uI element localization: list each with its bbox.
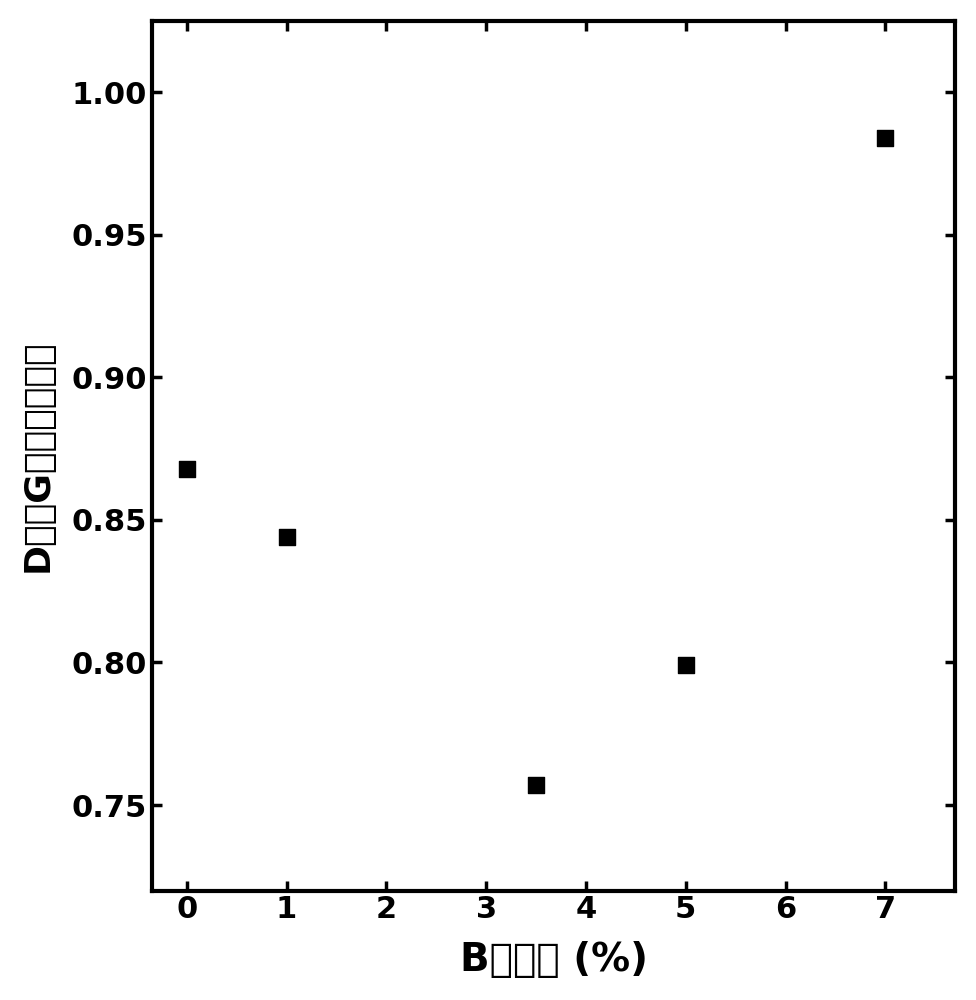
Y-axis label: D带与G带的峰面积比: D带与G带的峰面积比 (20, 339, 55, 572)
Point (179, 461, 194, 477)
Point (678, 657, 694, 673)
Point (279, 529, 295, 545)
X-axis label: B负载量 (%): B负载量 (%) (460, 941, 647, 979)
Point (528, 777, 544, 793)
Point (877, 130, 893, 146)
